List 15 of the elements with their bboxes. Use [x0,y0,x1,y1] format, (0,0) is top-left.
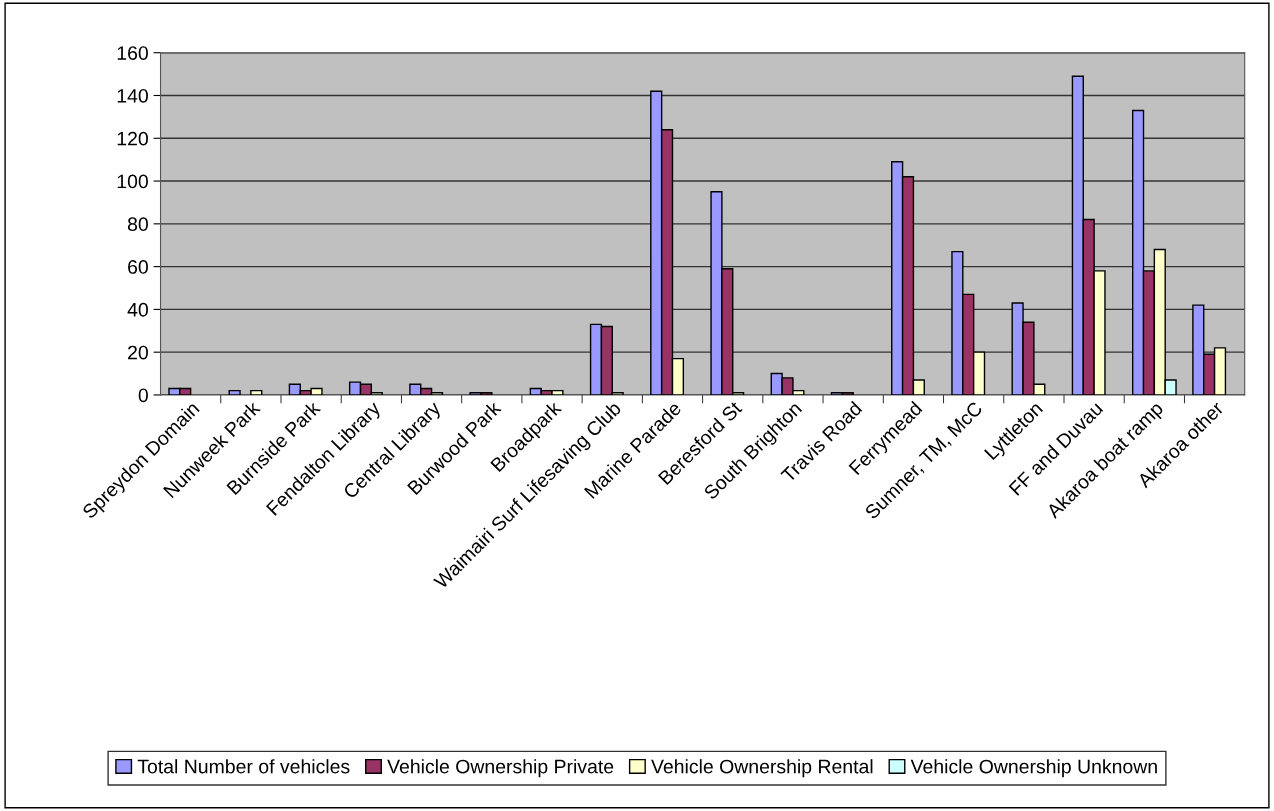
y-tick-label: 0 [138,388,148,403]
bar [228,389,241,395]
bar [250,389,263,395]
legend-label: Total Number of vehicles [137,759,350,774]
y-tick-label: 120 [117,131,148,146]
y-tick-label: 20 [128,345,148,360]
y-tick-label: 160 [117,46,148,60]
y-tick-label: 140 [117,88,148,103]
y-tick-label: 100 [117,174,148,189]
y-tick-label: 40 [127,302,148,317]
legend-label: Vehicle Ownership Unknown [910,759,1157,778]
y-tick-label: 60 [128,260,148,274]
y-tick-label: 80 [127,217,148,232]
legend-label: Vehicle Ownership Rental [651,759,873,778]
legend-label: Vehicle Ownership Private [387,759,614,778]
